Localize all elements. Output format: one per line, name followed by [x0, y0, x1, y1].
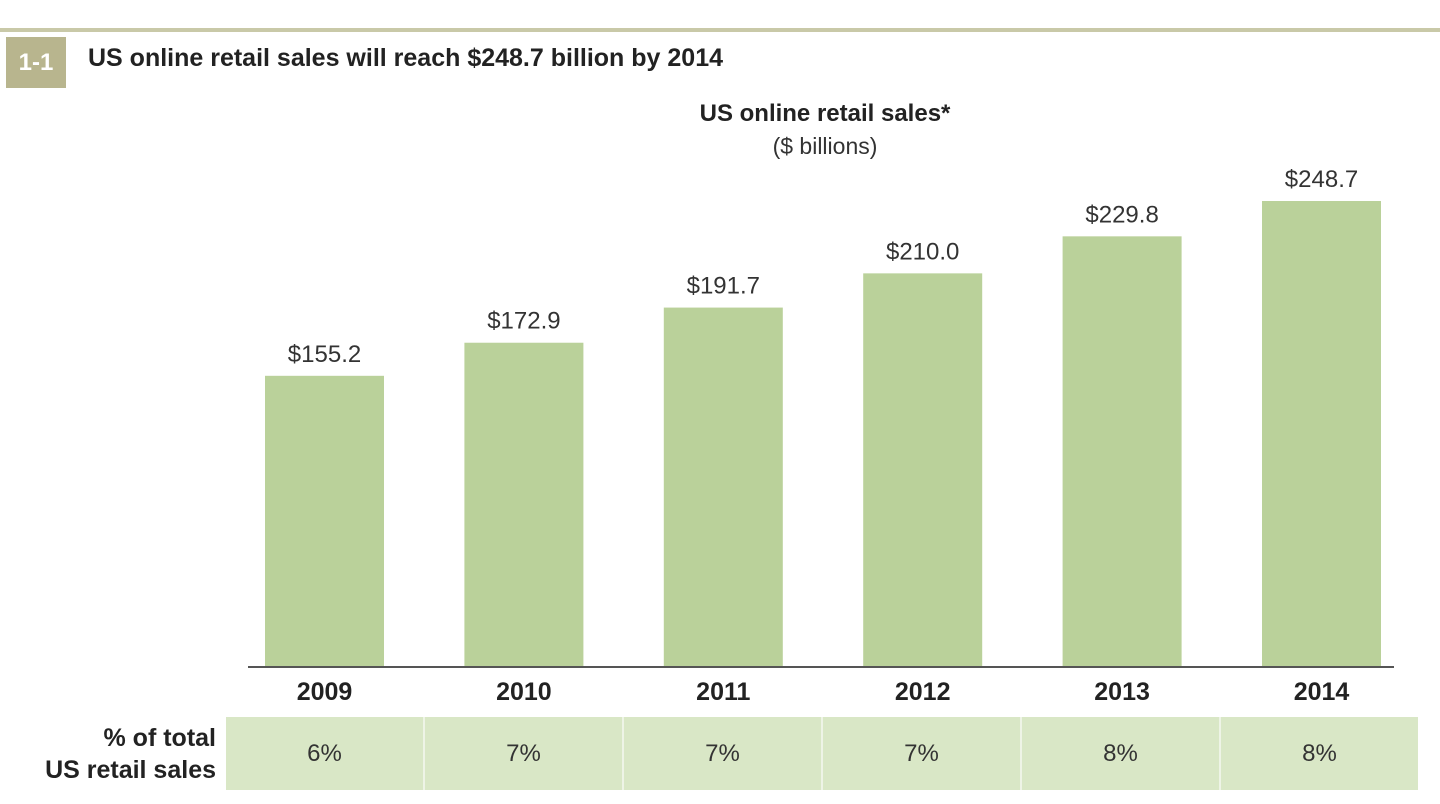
data-label-2010: $172.9 [487, 308, 560, 335]
bar-2009 [265, 375, 384, 666]
chart-title: US online retail sales* [699, 100, 951, 127]
share-cell-2013: 8% [1020, 717, 1219, 790]
x-tick-2009: 2009 [297, 678, 353, 706]
x-tick-2014: 2014 [1294, 678, 1350, 706]
figure-title: US online retail sales will reach $248.7… [88, 44, 724, 72]
share-cell-2010: 7% [423, 717, 622, 790]
share-cell-2012: 7% [821, 717, 1020, 790]
top-rule [0, 28, 1440, 32]
chart-subtitle: ($ billions) [772, 133, 878, 159]
share-cell-2011: 7% [622, 717, 821, 790]
bar-2012 [863, 273, 983, 666]
bar-2010 [464, 342, 584, 666]
figure-number-badge: 1-1 [6, 37, 66, 88]
data-label-2011: $191.7 [687, 273, 760, 300]
share-row-label-line2: US retail sales [45, 756, 216, 784]
x-tick-2011: 2011 [696, 678, 750, 706]
share-row: 6% 7% 7% 7% 8% 8% [226, 717, 1418, 790]
share-row-label-line1: % of total [103, 724, 217, 752]
share-cell-2014: 8% [1219, 717, 1418, 790]
share-row-label: % of total US retail sales [0, 722, 216, 786]
share-cell-2009: 6% [307, 739, 342, 767]
data-label-2009: $155.2 [288, 341, 361, 368]
bar-2011 [663, 307, 783, 666]
data-label-2013: $229.8 [1085, 201, 1158, 228]
x-tick-2012: 2012 [895, 678, 951, 706]
bar-2014 [1262, 201, 1381, 666]
x-tick-2013: 2013 [1094, 678, 1150, 706]
x-tick-2010: 2010 [496, 678, 552, 706]
data-label-2012: $210.0 [886, 238, 959, 265]
bar-2013 [1062, 236, 1182, 666]
data-label-2014: $248.7 [1285, 166, 1358, 193]
